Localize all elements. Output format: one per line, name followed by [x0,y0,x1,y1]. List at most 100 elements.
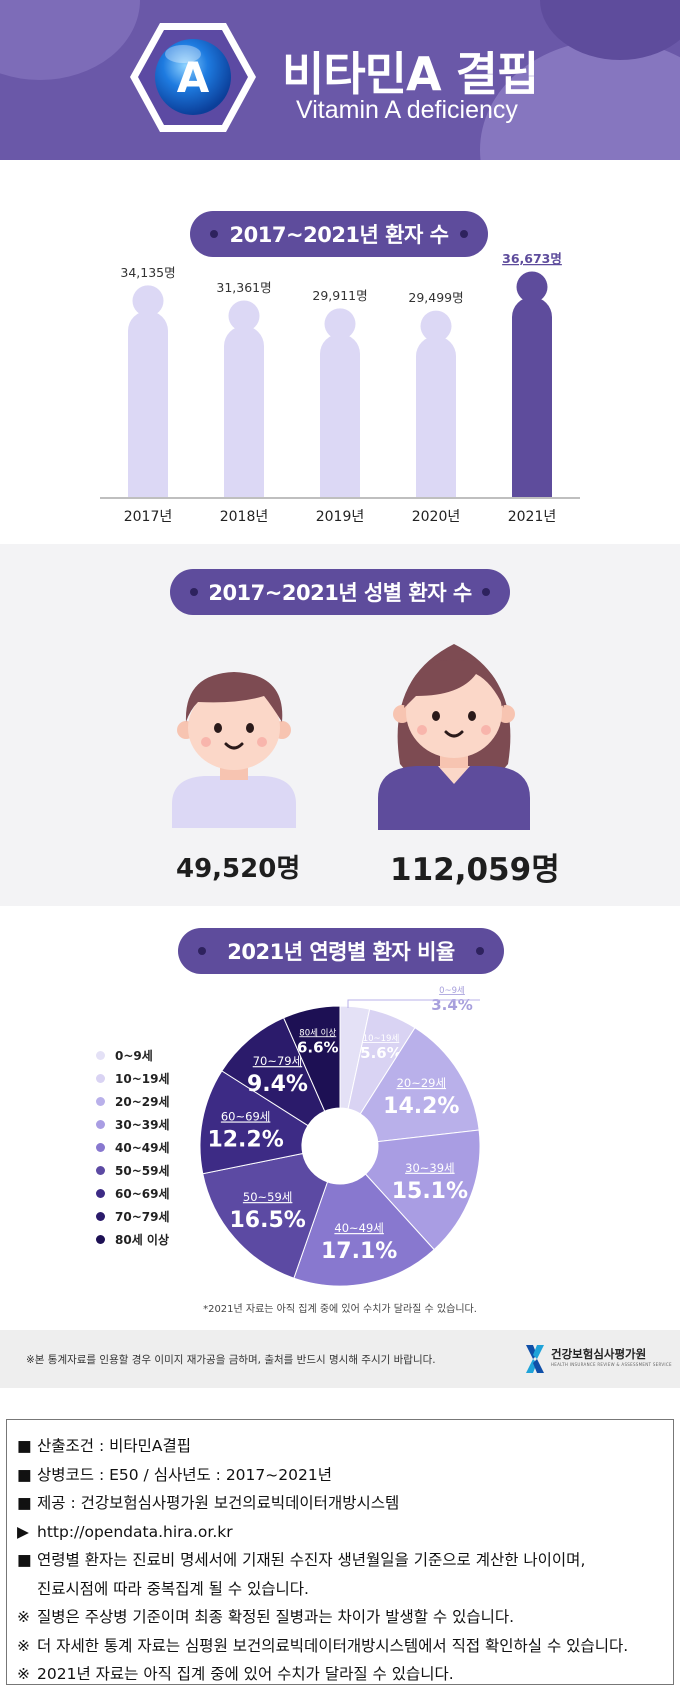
bar [224,325,264,497]
legend-label: 80세 이상 [115,1233,169,1247]
bar [416,336,457,497]
legend-swatch [96,1051,105,1060]
pie-legend: 0~9세 10~19세 20~29세 30~39세 40~49세 50~59세 60~69세… [96,1044,170,1251]
legend-label: 10~19세 [115,1072,170,1086]
bar-head [324,308,356,340]
section-heading: 2017~2021년 성별 환자 수 [170,569,510,615]
info-bullet: ■ [17,1494,32,1512]
copyright-notice-strip: ※본 통계자료를 인용할 경우 이미지 재가공을 금하며, 출처를 반드시 명시… [0,1330,680,1388]
legend-swatch [96,1212,105,1221]
donut-slice [202,1152,329,1279]
slice-category-label: 0~9세 [439,986,465,996]
slice-value-label: 15.1% [392,1179,468,1204]
slice-value-label: 16.5% [229,1208,305,1233]
legend-swatch [96,1120,105,1129]
bar-value-label: 29,911명 [312,288,367,303]
bar-group: 31,361명 2018년 [216,280,271,525]
male-patient-count: 49,520명 [176,854,301,884]
slice-value-label: 14.2% [383,1094,459,1119]
section-heading-label: 2017~2021년 성별 환자 수 [208,581,472,605]
legend-label: 70~79세 [115,1210,170,1224]
bar-value-label: 34,135명 [120,265,175,280]
bar-group: 34,135명 2017년 [120,265,175,525]
donut-slice [364,1129,481,1251]
legend-item: 60~69세 [96,1182,170,1205]
donut-slice [199,1070,309,1175]
legend-label: 30~39세 [115,1118,170,1132]
slice-category-label: 70~79세 [253,1054,302,1068]
x-tick-label: 2019년 [316,509,365,525]
info-line: ※ 2021년 자료는 아직 집계 중에 있어 수치가 달라질 수 있습니다. [17,1660,673,1689]
slice-category-label: 80세 이상 [299,1027,336,1038]
legend-swatch [96,1074,105,1083]
slice-category-label: 20~29세 [397,1076,446,1090]
legend-swatch [96,1097,105,1106]
bar-head [516,271,548,303]
legend-swatch [96,1143,105,1152]
slice-category-label: 30~39세 [405,1161,454,1175]
info-bullet: ■ [17,1437,32,1455]
info-bullet: ※ [17,1665,30,1683]
legend-label: 20~29세 [115,1095,170,1109]
bar-value-label: 29,499명 [408,290,463,305]
bar-head [420,310,452,342]
slice-category-label: 60~69세 [221,1109,270,1123]
legend-item: 20~29세 [96,1090,170,1113]
header-decoration [0,0,140,80]
org-subtitle: HEALTH INSURANCE REVIEW & ASSESSMENT SER… [551,1362,672,1367]
chart-footnote: *2021년 자료는 아직 집계 중에 있어 수치가 달라질 수 있습니다. [203,1304,477,1315]
leader-line [347,999,480,1008]
info-bullet: ■ [17,1465,32,1484]
info-bullet: ※ [17,1636,30,1655]
hira-logo-icon [526,1345,544,1373]
legend-swatch [96,1189,105,1198]
info-line: ■ 제공 : 건강보험심사평가원 보건의료빅데이터개방시스템 [17,1489,673,1518]
info-text: 연령별 환자는 진료비 명세서에 기재된 수진자 생년월일을 기준으로 계산한 … [37,1551,586,1569]
x-tick-label: 2020년 [412,509,461,525]
legend-label: 60~69세 [115,1187,170,1201]
page-subtitle: Vitamin A deficiency [296,96,518,124]
info-text: 상병코드 : E50 / 심사년도 : 2017~2021년 [37,1465,332,1484]
legend-swatch [96,1235,105,1244]
bar-value-label: 31,361명 [216,280,271,295]
header-banner: A 비타민A 결핍 Vitamin A deficiency [0,0,680,160]
bullet-dot [210,230,218,238]
x-tick-label: 2017년 [124,509,173,525]
legend-label: 40~49세 [115,1141,170,1155]
bar-value-label: 36,673명 [502,251,562,266]
legend-item: 70~79세 [96,1205,170,1228]
info-line: ※ 더 자세한 통계 자료는 심평원 보건의료빅데이터개방시스템에서 직접 확인하… [17,1632,673,1661]
chart-baseline [100,497,580,499]
info-line: ■ 산출조건 : 비타민A결핍 [17,1432,673,1461]
legend-item: 80세 이상 [96,1228,170,1251]
slice-value-label: 5.6% [360,1044,402,1062]
legend-item: 50~59세 [96,1159,170,1182]
copyright-notice: ※본 통계자료를 인용할 경우 이미지 재가공을 금하며, 출처를 반드시 명시… [26,1354,436,1366]
legend-item: 40~49세 [96,1136,170,1159]
info-text[interactable]: http://opendata.hira.or.kr [37,1522,233,1541]
slice-value-label: 6.6% [297,1038,339,1056]
slice-value-label: 3.4% [431,996,473,1014]
info-text: 2021년 자료는 아직 집계 중에 있어 수치가 달라질 수 있습니다. [37,1665,454,1683]
bar-head [132,285,164,317]
slice-category-label: 50~59세 [243,1190,292,1204]
info-bullet: ▶ [17,1522,29,1541]
bar [128,310,168,497]
bar-head [228,300,260,332]
bullet-dot [198,947,206,955]
info-text: 질병은 주상병 기준이며 최종 확정된 질병과는 차이가 발생할 수 있습니다. [37,1608,515,1626]
org-name: 건강보험심사평가원 [551,1347,647,1361]
donut-slice [282,1005,341,1112]
slice-value-label: 17.1% [321,1239,397,1264]
x-tick-label: 2018년 [220,509,269,525]
legend-label: 50~59세 [115,1164,170,1178]
bar-group: 29,911명 2019년 [312,288,367,525]
info-text: 제공 : 건강보험심사평가원 보건의료빅데이터개방시스템 [37,1494,400,1512]
vitamin-a-badge-icon: A [130,23,256,132]
donut-slice [359,1027,480,1143]
slice-value-label: 12.2% [207,1127,283,1152]
info-bullet: ※ [17,1608,30,1626]
info-line: ▶ http://opendata.hira.or.kr [17,1518,673,1547]
